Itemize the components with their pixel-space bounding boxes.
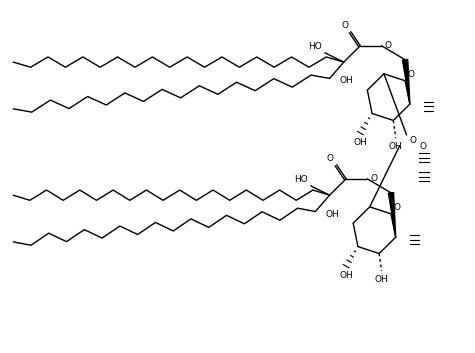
Text: O: O xyxy=(384,41,391,50)
Text: O: O xyxy=(419,142,426,151)
Text: O: O xyxy=(409,136,417,145)
Text: O: O xyxy=(370,174,377,183)
Polygon shape xyxy=(389,193,396,237)
Text: OH: OH xyxy=(340,77,353,85)
Text: O: O xyxy=(394,203,401,212)
Text: O: O xyxy=(327,154,334,163)
Text: OH: OH xyxy=(389,142,403,151)
Text: O: O xyxy=(341,21,348,30)
Text: OH: OH xyxy=(353,138,367,147)
Polygon shape xyxy=(402,60,410,104)
Text: HO: HO xyxy=(294,175,308,184)
Text: HO: HO xyxy=(308,42,322,51)
Text: O: O xyxy=(408,70,415,79)
Text: OH: OH xyxy=(325,210,339,219)
Text: OH: OH xyxy=(375,275,389,285)
Text: OH: OH xyxy=(339,271,353,280)
